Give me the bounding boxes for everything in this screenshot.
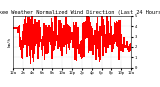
Title: Milwaukee Weather Normalized Wind Direction (Last 24 Hours): Milwaukee Weather Normalized Wind Direct…: [0, 10, 160, 15]
Y-axis label: km/h: km/h: [7, 37, 11, 47]
